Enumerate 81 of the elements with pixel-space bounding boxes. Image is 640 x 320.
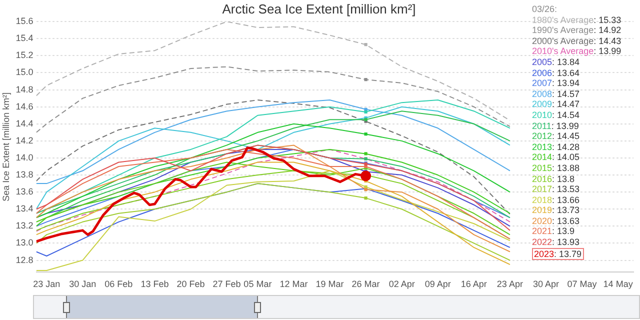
y-tick-label: 14.4 xyxy=(16,118,34,128)
text: 2000's Average xyxy=(532,36,594,46)
y-tick-label: 13.6 xyxy=(16,186,34,197)
y-tick-label: 12.8 xyxy=(16,254,34,265)
annotation: : 13.99 xyxy=(551,120,579,131)
x-tick-label: 07 May xyxy=(567,279,598,290)
annotation: : 13.63 xyxy=(552,216,580,226)
text: 2013 xyxy=(532,142,552,152)
x-tick-label: 26 Mar xyxy=(352,279,380,290)
text: 1980's Average xyxy=(532,14,594,25)
annotation: : 13.99 xyxy=(594,46,622,56)
text: 2011 xyxy=(532,120,552,131)
text: 2010 xyxy=(532,110,552,120)
x-tick-label: 27 Feb xyxy=(212,279,241,290)
annotation: : 15.33 xyxy=(594,14,622,25)
y-tick-label: 14.2 xyxy=(16,135,34,146)
annotation: : 13.9 xyxy=(552,226,575,236)
x-tick-label: 23 Apr xyxy=(496,279,523,290)
annotation: : 13.79 xyxy=(554,248,582,259)
text: 1990's Average xyxy=(532,25,594,36)
annotation: : 13.88 xyxy=(552,162,580,173)
text: 2017 xyxy=(532,184,552,194)
text: 2009 xyxy=(532,99,552,110)
y-tick-label: 13.0 xyxy=(16,238,34,248)
x-tick-label: 19 Mar xyxy=(316,279,344,290)
x-tick-label: 16 Apr xyxy=(460,279,487,290)
text: 2010's Average xyxy=(532,46,594,56)
y-tick-label: 13.2 xyxy=(16,220,34,231)
x-tick-label: 13 Feb xyxy=(140,279,169,290)
annotation: : 13.73 xyxy=(552,205,580,216)
annotation: : 14.28 xyxy=(552,142,580,152)
annotation: : 13.84 xyxy=(552,56,580,67)
annotation: : 13.64 xyxy=(552,68,580,78)
x-tick-label: 02 Apr xyxy=(388,279,415,290)
annotation: : 14.57 xyxy=(552,88,580,99)
annotation: : 13.8 xyxy=(552,174,575,184)
text: 2018 xyxy=(532,194,552,205)
text: 2008 xyxy=(532,88,552,99)
x-tick-label: 12 Mar xyxy=(280,279,308,290)
y-tick-label: 15.2 xyxy=(16,50,34,60)
x-tick-label: 20 Feb xyxy=(176,279,205,290)
annotation: : 14.54 xyxy=(552,110,580,120)
text: 2016 xyxy=(532,174,552,184)
annotation: : 14.05 xyxy=(552,152,580,162)
y-tick-label: 14.0 xyxy=(16,152,34,162)
x-tick-label: 05 Mar xyxy=(244,279,272,290)
y-tick-label: 13.8 xyxy=(16,170,34,180)
y-tick-label: 14.6 xyxy=(16,101,34,112)
x-tick-label: 06 Feb xyxy=(104,279,133,290)
x-tick-label: 30 Apr xyxy=(532,279,559,290)
text: 2019 xyxy=(532,205,552,216)
y-tick-label: 13.4 xyxy=(16,204,34,214)
y-tick-label: 15.4 xyxy=(16,33,34,44)
text: 2020 xyxy=(532,216,552,226)
text: 2023 xyxy=(534,248,554,259)
x-tick-label: 30 Jan xyxy=(69,279,96,290)
x-tick-label: 14 May xyxy=(603,279,634,290)
annotation: : 14.92 xyxy=(594,25,622,36)
annotation: : 14.47 xyxy=(552,99,580,110)
annotation: : 13.93 xyxy=(552,237,580,248)
text: 2021 xyxy=(532,226,552,236)
text: 2005 xyxy=(532,56,552,67)
x-tick-label: 23 Jan xyxy=(33,279,60,290)
text: 2012 xyxy=(532,131,552,142)
y-axis-title: Sea Ice Extent [million km²] xyxy=(0,92,11,202)
y-tick-label: 15.0 xyxy=(16,67,34,78)
annotation: : 14.43 xyxy=(594,36,622,46)
y-tick-label: 14.8 xyxy=(16,84,34,94)
annotation: : 13.53 xyxy=(552,184,580,194)
y-tick-label: 15.6 xyxy=(16,16,34,26)
annotation: : 14.45 xyxy=(552,131,580,142)
text: 2014 xyxy=(532,152,552,162)
x-tick-label: 09 Apr xyxy=(424,279,451,290)
text: 2007 xyxy=(532,78,552,88)
text: 03/26: xyxy=(532,4,558,15)
annotation: : 13.94 xyxy=(552,78,580,88)
text: 2015 xyxy=(532,162,552,173)
text: 2022 xyxy=(532,237,552,248)
chart-title: Arctic Sea Ice Extent [million km²] xyxy=(222,1,416,16)
annotation: : 13.66 xyxy=(552,194,580,205)
text: 2006 xyxy=(532,68,552,78)
